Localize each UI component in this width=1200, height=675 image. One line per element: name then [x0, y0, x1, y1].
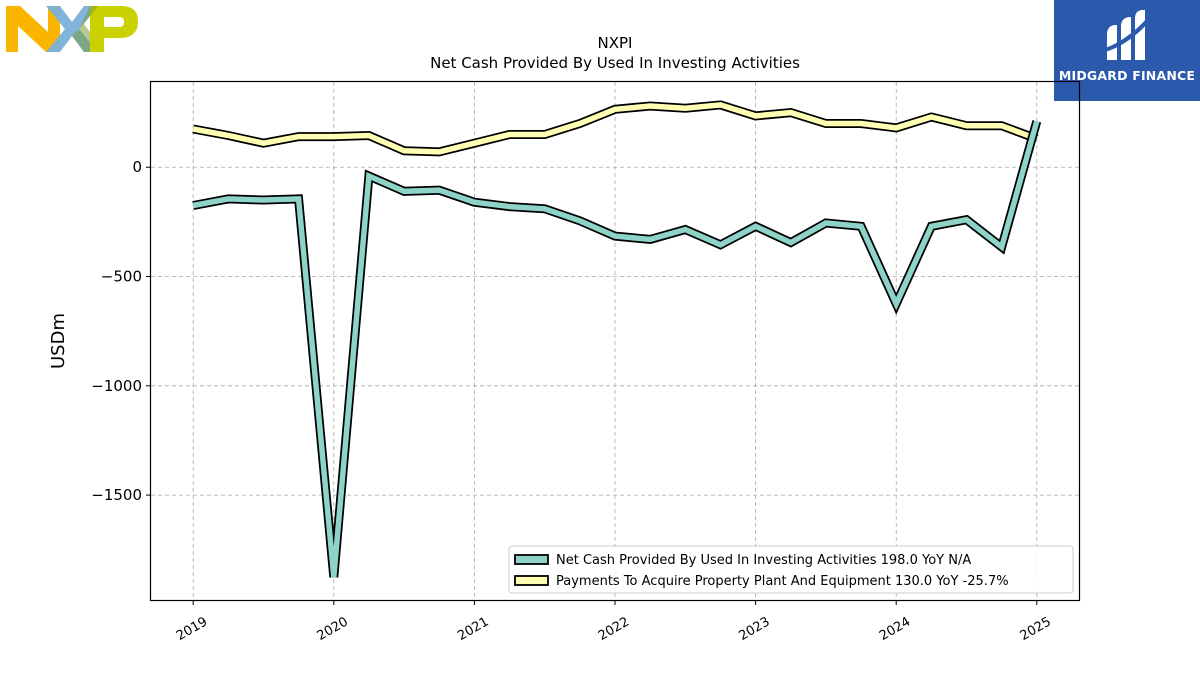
series-line	[192, 102, 1038, 155]
x-tick-label: 2025	[1018, 614, 1054, 644]
logo-mark-left	[1107, 25, 1117, 60]
x-tick-label: 2023	[736, 614, 772, 644]
legend-swatch	[514, 554, 549, 565]
legend-swatch	[514, 575, 549, 586]
x-tick-label: 2019	[174, 614, 210, 644]
logo-mark-swoosh	[1105, 16, 1149, 52]
legend-box	[508, 545, 1074, 594]
grid	[151, 82, 1079, 600]
x-tick-label: 2020	[315, 614, 351, 644]
legend: Net Cash Provided By Used In Investing A…	[508, 545, 1074, 594]
brand-badge: MIDGARD FINANCE	[1054, 0, 1200, 101]
y-axis-label: USDm	[48, 313, 69, 369]
chart-subtitle: Net Cash Provided By Used In Investing A…	[430, 54, 800, 72]
chart-title: NXPI	[598, 34, 633, 52]
y-tick-label: −500	[101, 268, 142, 286]
legend-label: Payments To Acquire Property Plant And E…	[556, 574, 1009, 589]
x-tick-label: 2022	[596, 614, 632, 644]
x-tick-label: 2021	[455, 614, 491, 644]
series-line	[192, 120, 1040, 578]
y-tick-label: −1500	[91, 486, 142, 504]
logo-overlap-shape	[72, 6, 98, 52]
series-layer	[192, 100, 1042, 578]
brand-name: MIDGARD FINANCE	[1058, 68, 1196, 83]
y-tick-label: 0	[132, 158, 142, 176]
logo-mark-right	[1135, 10, 1145, 60]
logo-n-shape	[6, 6, 60, 52]
logo-p-shape	[90, 6, 138, 52]
legend-label: Net Cash Provided By Used In Investing A…	[556, 553, 971, 568]
midgard-logo-icon	[1105, 10, 1149, 60]
x-tick-label: 2024	[877, 614, 913, 644]
y-tick-label: −1000	[91, 377, 142, 395]
nxp-logo	[6, 6, 138, 52]
